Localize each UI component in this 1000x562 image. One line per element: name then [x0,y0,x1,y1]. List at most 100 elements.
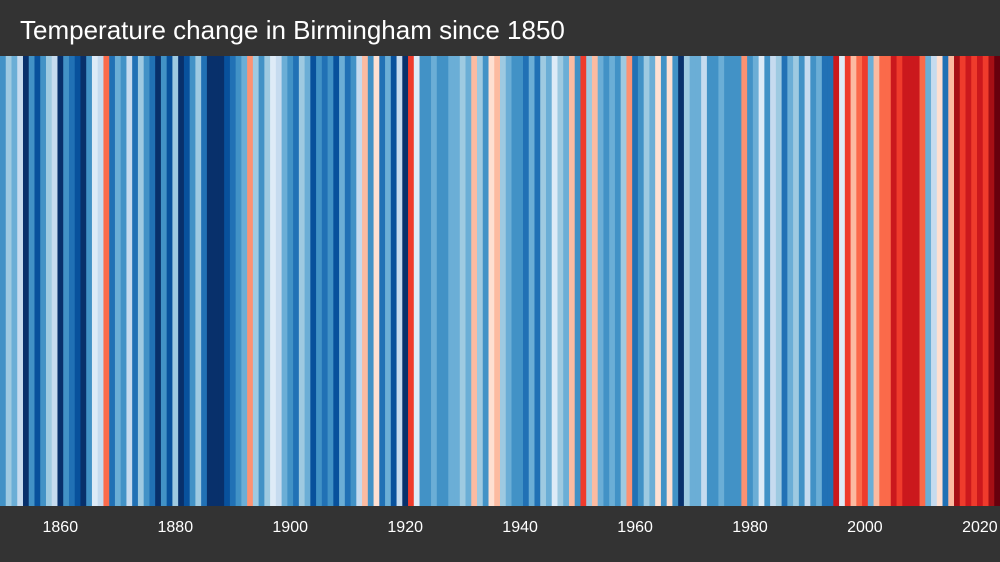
stripe-1938 [505,56,512,506]
x-tick-label: 1880 [157,519,194,536]
stripe-1866 [91,56,99,506]
stripe-1856 [34,56,41,506]
stripe-1877 [155,56,162,506]
stripe-1999 [856,56,863,506]
stripe-1889 [224,56,231,506]
stripe-1851 [5,56,12,506]
stripe-1990 [804,56,811,506]
stripe-1898 [275,56,283,506]
stripe-1907 [327,56,334,506]
stripe-1978 [735,56,742,506]
stripe-2021 [982,56,989,506]
stripe-1901 [293,56,300,506]
stripe-1949 [568,56,576,506]
stripe-1908 [333,56,340,506]
stripe-1873 [132,56,139,506]
stripe-1887 [212,56,219,506]
stripe-1965 [660,56,668,506]
stripe-1998 [850,56,857,506]
stripe-1853 [17,56,24,506]
stripe-1899 [281,56,288,506]
stripe-1903 [304,56,311,506]
stripe-1979 [741,56,748,506]
stripe-1867 [97,56,104,506]
x-tick-label: 2020 [962,519,998,536]
stripe-1874 [137,56,145,506]
stripe-1860 [57,56,64,506]
stripe-1989 [798,56,805,506]
stripe-1973 [706,56,714,506]
stripe-1926 [436,56,443,506]
stripe-1960 [632,56,639,506]
stripe-1988 [793,56,800,506]
stripe-1958 [620,56,627,506]
stripe-1919 [396,56,403,506]
stripe-1931 [465,56,472,506]
stripe-1962 [643,56,650,506]
stripe-2007 [902,56,909,506]
stripe-1893 [247,56,254,506]
stripe-2012 [931,56,938,506]
stripe-1957 [614,56,622,506]
stripe-1884 [195,56,202,506]
stripe-1920 [402,56,409,506]
stripe-1902 [298,56,305,506]
stripe-2000 [862,56,869,506]
stripe-1983 [764,56,771,506]
stripe-1861 [63,56,70,506]
stripe-1922 [413,56,420,506]
stripe-1961 [637,56,645,506]
x-tick-label: 1920 [387,519,423,536]
stripe-1935 [488,56,495,506]
stripe-1924 [425,56,432,506]
stripe-2008 [908,56,915,506]
stripe-1946 [551,56,558,506]
stripe-1897 [270,56,277,506]
stripe-1943 [534,56,541,506]
stripe-1870 [114,56,122,506]
stripe-1974 [712,56,719,506]
stripe-1951 [580,56,587,506]
stripe-2018 [965,56,972,506]
stripe-1992 [816,56,823,506]
stripe-2001 [867,56,874,506]
stripe-1905 [316,56,323,506]
stripe-1857 [40,56,47,506]
stripe-1864 [80,56,87,506]
stripe-1875 [143,56,150,506]
stripe-1995 [833,56,840,506]
stripe-1932 [471,56,478,506]
stripe-1970 [689,56,696,506]
stripe-1941 [522,56,530,506]
stripe-1890 [229,56,237,506]
stripe-1987 [787,56,794,506]
stripe-1945 [545,56,553,506]
x-tick-label: 1980 [732,519,768,536]
stripe-1868 [103,56,110,506]
x-tick-label: 2000 [847,519,883,536]
x-tick-label: 1960 [617,519,653,536]
stripe-2015 [948,56,955,506]
stripe-2023 [994,56,1000,506]
stripe-1883 [189,56,196,506]
stripe-2020 [977,56,984,506]
stripe-1964 [655,56,662,506]
stripe-1947 [557,56,564,506]
stripe-1855 [28,56,35,506]
stripe-2003 [879,56,886,506]
stripe-1967 [672,56,679,506]
stripe-1879 [166,56,173,506]
stripe-1934 [482,56,489,506]
stripe-1986 [781,56,788,506]
stripe-1952 [586,56,593,506]
stripe-1869 [109,56,116,506]
stripe-1994 [827,56,834,506]
stripe-1939 [511,56,518,506]
chart-title: Temperature change in Birmingham since 1… [20,15,565,45]
stripe-1997 [844,56,851,506]
x-tick-label: 1940 [502,519,538,536]
stripe-1865 [86,56,93,506]
stripe-1862 [68,56,76,506]
stripe-1915 [373,56,380,506]
